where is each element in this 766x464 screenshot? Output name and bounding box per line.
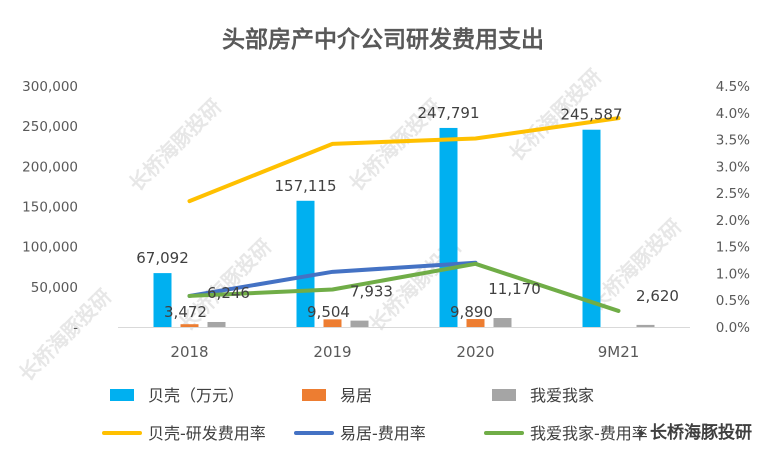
right-axis-tick-label: 2.0% bbox=[716, 213, 750, 229]
legend-item: 我爱我家-费用率 bbox=[484, 424, 648, 443]
data-label-yiju-2020: 9,890 bbox=[450, 303, 493, 321]
legend-label: 贝壳（万元） bbox=[148, 386, 244, 405]
legend-item: 易居-费用率 bbox=[294, 424, 426, 443]
legend-label: 我爱我家 bbox=[530, 386, 594, 405]
data-label-yiju-2018: 3,472 bbox=[164, 303, 207, 321]
legend-label: 贝壳-研发费用率 bbox=[148, 424, 266, 443]
legend-swatch bbox=[492, 389, 516, 401]
bar-beike-9m21 bbox=[582, 129, 601, 327]
line-beike-rate bbox=[187, 116, 621, 204]
line-yiju-rate bbox=[187, 260, 478, 298]
left-axis-tick-label: - bbox=[73, 320, 78, 336]
line-woaiwojia-rate bbox=[187, 261, 621, 313]
left-axis-tick-label: 150,000 bbox=[22, 200, 78, 216]
right-axis-tick-label: 1.0% bbox=[716, 266, 750, 282]
watermark-text: 长桥海豚投研 bbox=[14, 284, 116, 386]
data-label-woaiwojia-9m21: 2,620 bbox=[636, 287, 679, 305]
bar-yiju-2018 bbox=[180, 324, 199, 327]
legend-swatch bbox=[110, 389, 134, 401]
data-label-woaiwojia-2020: 11,170 bbox=[488, 280, 541, 298]
bar-beike-2020 bbox=[439, 127, 458, 328]
chart-title: 头部房产中介公司研发费用支出 bbox=[222, 26, 544, 53]
watermark-text: 长桥海豚投研 bbox=[124, 94, 226, 196]
x-axis-tick-label: 2019 bbox=[313, 343, 351, 361]
data-label-beike-2020: 247,791 bbox=[417, 104, 479, 122]
bar-woaiwojia-2020 bbox=[493, 318, 512, 327]
bar-woaiwojia-9m21 bbox=[636, 324, 655, 327]
x-axis-tick-label: 2020 bbox=[456, 343, 494, 361]
right-axis-tick-label: 2.5% bbox=[716, 186, 750, 202]
data-label-yiju-2019: 9,504 bbox=[307, 303, 350, 321]
data-label-beike-2018: 67,092 bbox=[136, 249, 189, 267]
left-axis-tick-label: 200,000 bbox=[22, 159, 78, 175]
bar-woaiwojia-2019 bbox=[350, 320, 369, 327]
left-axis-tick-label: 50,000 bbox=[31, 280, 78, 296]
x-axis-tick-label: 9M21 bbox=[598, 343, 640, 361]
legend-label: 我爱我家-费用率 bbox=[530, 424, 648, 443]
data-label-beike-9m21: 245,587 bbox=[560, 106, 622, 124]
bar-beike-2019 bbox=[296, 200, 315, 327]
x-axis-tick-label: 2018 bbox=[170, 343, 208, 361]
left-axis-tick-label: 300,000 bbox=[22, 79, 78, 95]
legend-label: 易居-费用率 bbox=[340, 424, 426, 443]
legend-item: 易居 bbox=[302, 386, 372, 405]
legend-item: 贝壳-研发费用率 bbox=[102, 424, 266, 443]
data-label-woaiwojia-2019: 7,933 bbox=[350, 283, 393, 301]
legend-item: 贝壳（万元） bbox=[110, 386, 244, 405]
watermark-logo: ⬩ 长桥海豚投研 bbox=[637, 422, 752, 443]
legend-label: 易居 bbox=[340, 386, 372, 405]
right-axis-tick-label: 3.5% bbox=[716, 133, 750, 149]
bar-yiju-2019 bbox=[323, 319, 342, 327]
bar-beike-2018 bbox=[153, 273, 172, 327]
legend-swatch bbox=[302, 389, 326, 401]
right-axis-tick-label: 1.5% bbox=[716, 240, 750, 256]
right-axis-tick-label: 0.0% bbox=[716, 320, 750, 336]
right-axis-tick-label: 0.5% bbox=[716, 293, 750, 309]
left-axis-tick-label: 250,000 bbox=[22, 119, 78, 135]
right-axis-tick-label: 3.0% bbox=[716, 159, 750, 175]
left-axis-tick-label: 100,000 bbox=[22, 240, 78, 256]
data-label-woaiwojia-2018: 6,246 bbox=[207, 284, 250, 302]
bar-yiju-2020 bbox=[466, 319, 485, 327]
data-label-beike-2019: 157,115 bbox=[274, 177, 336, 195]
bar-woaiwojia-2018 bbox=[207, 321, 226, 327]
legend-item: 我爱我家 bbox=[492, 386, 594, 405]
right-axis-tick-label: 4.5% bbox=[716, 79, 750, 95]
right-axis-tick-label: 4.0% bbox=[716, 106, 750, 122]
